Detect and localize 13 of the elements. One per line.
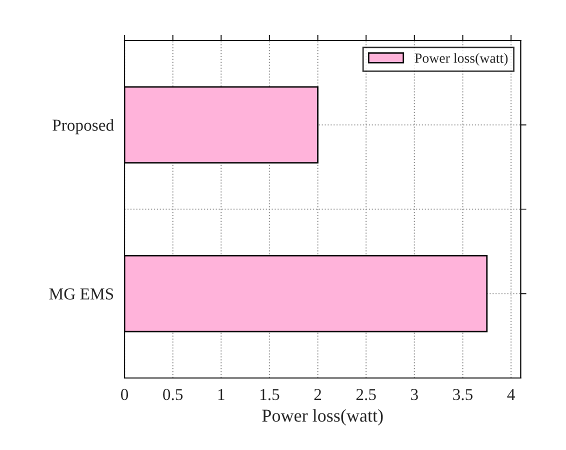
y-tick-label: MG EMS bbox=[49, 288, 114, 300]
y-tick-label: Proposed bbox=[52, 119, 114, 134]
x-tick-label: 2 bbox=[314, 388, 322, 400]
x-tick-label: 1.5 bbox=[260, 388, 280, 400]
legend-label: Power loss(watt) bbox=[414, 53, 508, 66]
x-tick-label: 0 bbox=[120, 388, 128, 400]
x-tick-label: 1 bbox=[218, 388, 224, 400]
x-axis-title: Power loss(watt) bbox=[262, 409, 383, 426]
x-tick-label: 0.5 bbox=[163, 388, 183, 400]
x-tick-label: 4 bbox=[507, 389, 515, 400]
x-tick-label: 3 bbox=[411, 388, 418, 400]
x-tick-label: 3.5 bbox=[453, 388, 473, 400]
x-tick-label: 2.5 bbox=[356, 388, 376, 400]
